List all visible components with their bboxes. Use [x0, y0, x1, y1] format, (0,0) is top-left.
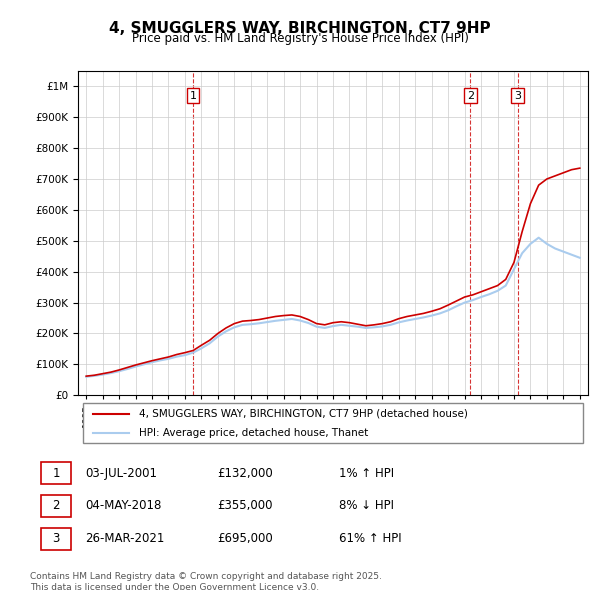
- Text: Price paid vs. HM Land Registry's House Price Index (HPI): Price paid vs. HM Land Registry's House …: [131, 32, 469, 45]
- Text: 4, SMUGGLERS WAY, BIRCHINGTON, CT7 9HP: 4, SMUGGLERS WAY, BIRCHINGTON, CT7 9HP: [109, 21, 491, 35]
- Text: 3: 3: [514, 90, 521, 100]
- Text: 3: 3: [53, 532, 60, 545]
- Text: 04-MAY-2018: 04-MAY-2018: [85, 499, 161, 513]
- Text: 1: 1: [190, 90, 197, 100]
- Text: £132,000: £132,000: [218, 467, 274, 480]
- Text: HPI: Average price, detached house, Thanet: HPI: Average price, detached house, Than…: [139, 428, 368, 438]
- FancyBboxPatch shape: [83, 404, 583, 443]
- Text: Contains HM Land Registry data © Crown copyright and database right 2025.
This d: Contains HM Land Registry data © Crown c…: [30, 572, 382, 590]
- Text: 03-JUL-2001: 03-JUL-2001: [85, 467, 157, 480]
- FancyBboxPatch shape: [41, 495, 71, 517]
- Text: £695,000: £695,000: [218, 532, 274, 545]
- FancyBboxPatch shape: [41, 527, 71, 550]
- Text: 2: 2: [52, 499, 60, 513]
- Text: 2: 2: [467, 90, 474, 100]
- Text: 61% ↑ HPI: 61% ↑ HPI: [339, 532, 402, 545]
- FancyBboxPatch shape: [41, 463, 71, 484]
- Text: 1% ↑ HPI: 1% ↑ HPI: [339, 467, 394, 480]
- Text: £355,000: £355,000: [218, 499, 273, 513]
- Text: 4, SMUGGLERS WAY, BIRCHINGTON, CT7 9HP (detached house): 4, SMUGGLERS WAY, BIRCHINGTON, CT7 9HP (…: [139, 409, 468, 418]
- Text: 8% ↓ HPI: 8% ↓ HPI: [339, 499, 394, 513]
- Text: 26-MAR-2021: 26-MAR-2021: [85, 532, 164, 545]
- Text: 1: 1: [52, 467, 60, 480]
